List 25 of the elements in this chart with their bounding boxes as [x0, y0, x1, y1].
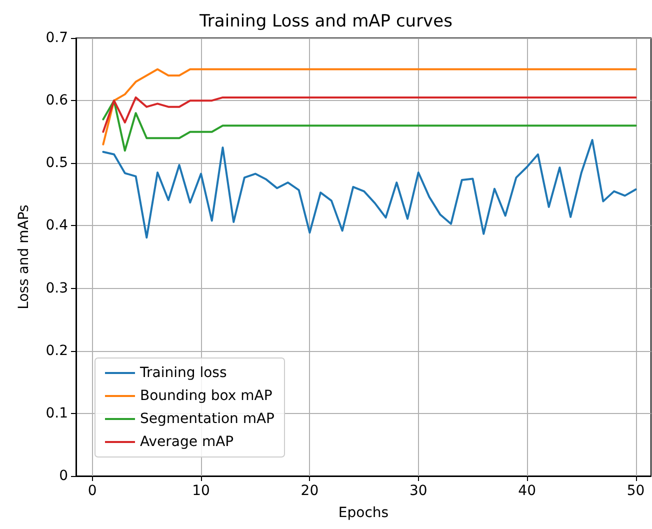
- y-tick-label: 0.3: [46, 280, 68, 296]
- x-tick-label: 10: [192, 483, 210, 499]
- chart-title: Training Loss and mAP curves: [198, 12, 453, 32]
- x-tick-label: 0: [88, 483, 97, 499]
- y-tick-label: 0.5: [46, 155, 68, 172]
- y-tick-label: 0.6: [46, 92, 68, 109]
- x-tick-label: 20: [300, 483, 319, 499]
- line-series: [102, 100, 637, 152]
- y-tick-label: 0: [59, 468, 68, 484]
- line-series: [102, 138, 637, 239]
- y-axis-title: Loss and mAPs: [16, 204, 32, 310]
- y-tick-label: 0.7: [46, 30, 68, 46]
- y-tick-label: 0.1: [46, 405, 68, 422]
- legend-label: Segmentation mAP: [140, 411, 275, 427]
- legend-label: Average mAP: [140, 434, 234, 450]
- x-axis-title: Epochs: [338, 505, 389, 521]
- y-tick-label: 0.2: [46, 342, 68, 359]
- line-series: [102, 96, 637, 133]
- line-series: [102, 68, 637, 146]
- legend-label: Bounding box mAP: [140, 388, 272, 404]
- y-tick-label: 0.4: [46, 218, 68, 234]
- x-tick-label: 50: [626, 483, 645, 499]
- x-tick-label: 30: [409, 483, 428, 499]
- x-tick-label: 40: [518, 483, 536, 499]
- legend-label: Training loss: [139, 365, 227, 381]
